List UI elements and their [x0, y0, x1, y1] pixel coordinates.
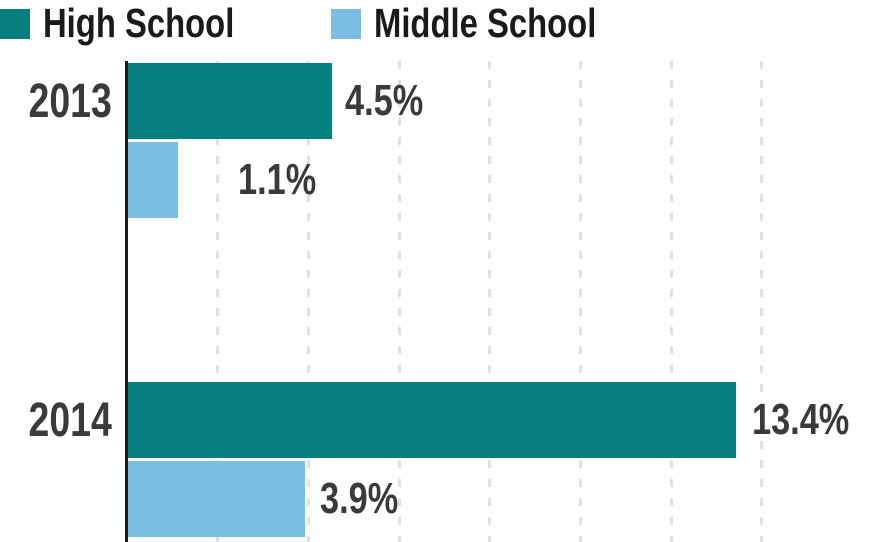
legend-item-middle-school: Middle School: [331, 3, 652, 44]
gridline: [216, 61, 220, 542]
value-label: 13.4%: [752, 382, 877, 458]
gridline: [397, 61, 401, 542]
bar-middle-school-2013: [128, 142, 178, 218]
bar-middle-school-2014: [128, 461, 305, 537]
bar-high-school-2013: [128, 63, 333, 139]
value-label: 1.1%: [238, 142, 338, 218]
category-label-text: 2014: [28, 393, 112, 447]
value-label: 4.5%: [345, 63, 445, 139]
legend-label-middle-school: Middle School: [374, 0, 597, 46]
legend-label-high-school: High School: [43, 0, 235, 46]
gridline: [669, 61, 673, 542]
legend-item-high-school: High School: [0, 3, 282, 44]
category-label: 2014: [0, 382, 112, 458]
category-label: 2013: [0, 63, 112, 139]
legend: High School Middle School: [0, 3, 652, 44]
category-label-text: 2013: [28, 74, 112, 128]
value-label-text: 13.4%: [751, 395, 850, 444]
gridline: [306, 61, 310, 542]
gridline: [760, 61, 764, 542]
y-axis-line: [125, 61, 128, 542]
bar-high-school-2014: [128, 382, 736, 458]
gridline: [579, 61, 582, 542]
value-label-text: 4.5%: [345, 76, 424, 125]
value-label: 3.9%: [320, 461, 420, 537]
gridline: [488, 61, 492, 542]
legend-swatch-middle-school: [331, 8, 362, 39]
legend-swatch-high-school: [0, 8, 30, 39]
value-label-text: 1.1%: [237, 155, 317, 204]
value-label-text: 3.9%: [319, 474, 399, 523]
